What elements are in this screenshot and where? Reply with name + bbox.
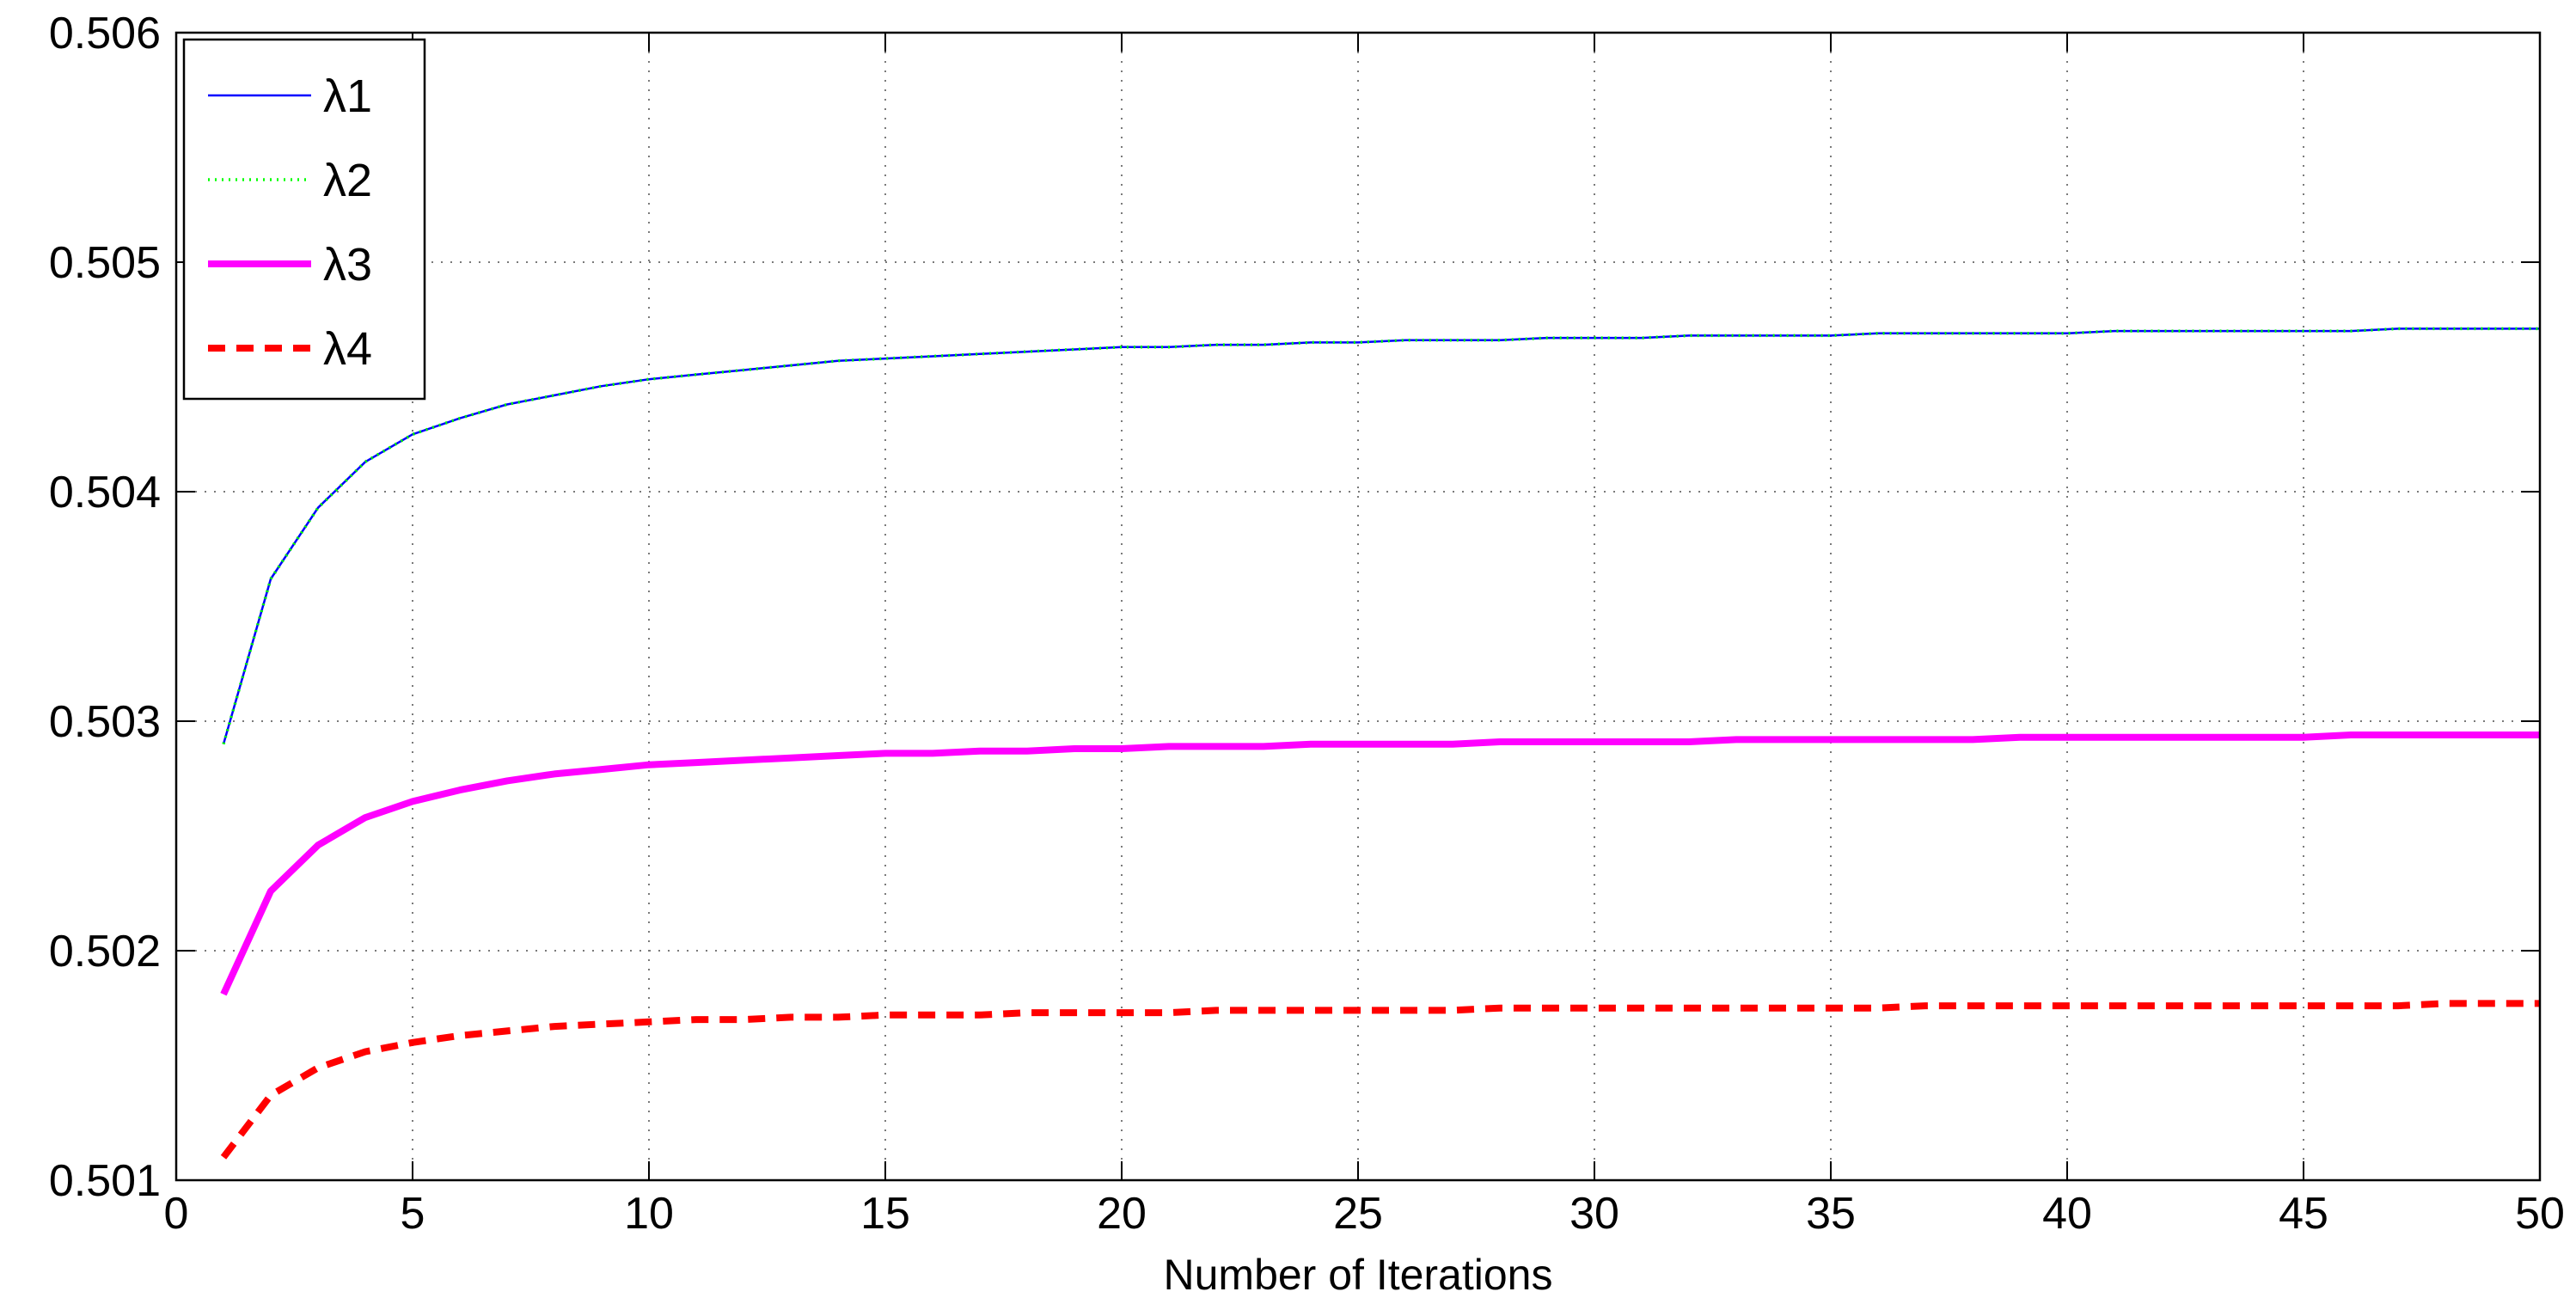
series-line-4 [220, 1000, 2540, 1160]
y-tick-label: 0.505 [49, 238, 161, 288]
series-line-3 [220, 732, 2540, 996]
x-tick-label: 30 [1569, 1189, 1619, 1239]
x-tick-label: 45 [2279, 1189, 2328, 1239]
grid-lines [176, 33, 2540, 1180]
legend-label-2: λ2 [323, 155, 372, 206]
axes-box [174, 31, 2542, 1182]
legend: λ1 λ2 λ3 λ4 [182, 38, 426, 401]
series-lines [220, 327, 2540, 1160]
y-tick-label: 0.504 [49, 468, 161, 517]
x-tick-label: 40 [2042, 1189, 2092, 1239]
x-tick-label: 50 [2515, 1189, 2565, 1239]
x-tick-label: 25 [1333, 1189, 1383, 1239]
legend-label-1: λ1 [323, 70, 372, 122]
x-tick-label: 20 [1097, 1189, 1147, 1239]
legend-box [182, 38, 426, 401]
axes [174, 31, 2542, 1182]
x-tick-label: 0 [164, 1189, 189, 1239]
x-tick-label: 5 [401, 1189, 425, 1239]
x-tick-label: 35 [1806, 1189, 1856, 1239]
series-line-2 [222, 327, 2540, 745]
y-tick-label: 0.506 [49, 9, 161, 58]
legend-label-3: λ3 [323, 239, 372, 291]
x-tick-label: 10 [624, 1189, 674, 1239]
legend-label-4: λ4 [323, 323, 372, 375]
tick-labels: 0 5 10 15 20 25 30 35 40 45 50 0.501 0.502 0.503 0.504… [49, 9, 2565, 1239]
x-tick-label: 15 [860, 1189, 910, 1239]
y-tick-label: 0.503 [49, 697, 161, 747]
y-tick-label: 0.502 [49, 927, 161, 976]
y-tick-label: 0.501 [49, 1156, 161, 1206]
x-axis-label: Number of Iterations [1164, 1251, 1553, 1299]
